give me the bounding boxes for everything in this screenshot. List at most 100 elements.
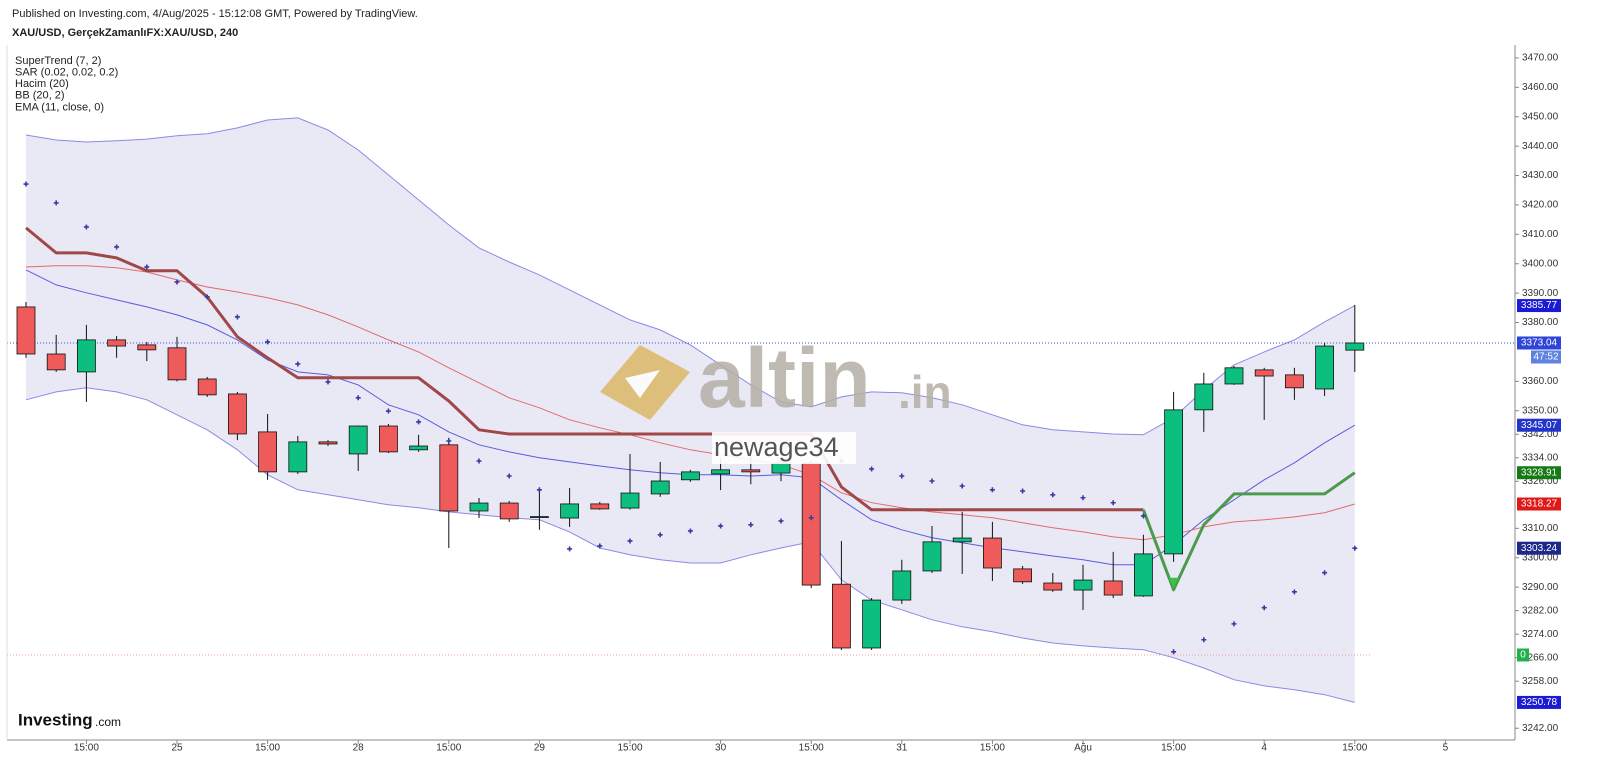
candle-body [499, 502, 519, 520]
y-tick-label: 3282.00 [1522, 605, 1559, 616]
candle-body [922, 541, 942, 572]
sar-dot [1261, 605, 1267, 611]
y-tick-label: 3300.00 [1522, 552, 1559, 563]
x-tick-label: 15:00 [980, 743, 1005, 754]
bb-lower [25, 387, 1355, 703]
price-label: 3328.91 [1521, 467, 1558, 478]
sar-dot [869, 466, 875, 472]
candle-body [439, 444, 459, 512]
sar-dot [929, 478, 935, 484]
x-tick-label: 15:00 [436, 743, 461, 754]
legend-entry: EMA (11, close, 0) [15, 101, 104, 113]
candle-body [801, 462, 821, 586]
sar-dot [627, 538, 633, 544]
candle-body [288, 441, 308, 473]
sar-dot [597, 543, 603, 549]
trend-flip-marker [1168, 577, 1179, 588]
sar-dot [536, 487, 542, 493]
legend-entry: SuperTrend (7, 2) [15, 55, 101, 67]
candle-body [409, 445, 429, 451]
y-tick-label: 3310.00 [1522, 523, 1559, 534]
sar-dot [83, 224, 89, 230]
y-tick-label: 3350.00 [1522, 405, 1559, 416]
sar-dot [204, 294, 210, 300]
x-tick-label: 15:00 [74, 743, 99, 754]
watermark: altin .in [600, 331, 952, 425]
sar-dot [506, 473, 512, 479]
candle-body [620, 492, 640, 509]
candle-body [862, 599, 881, 649]
candle-body [227, 393, 247, 435]
sar-dot [808, 515, 814, 521]
price-label: 3318.27 [1521, 499, 1558, 510]
countdown-bg [1531, 350, 1561, 364]
sar-dot [1231, 621, 1237, 627]
sar-dot [476, 458, 482, 464]
candle-body [1013, 568, 1032, 583]
watermark-suffix: .in [898, 366, 952, 418]
watermark-user: newage34 [714, 432, 839, 462]
sar-dot [657, 532, 663, 538]
candle-body [1315, 345, 1334, 390]
candle-body [197, 378, 217, 396]
x-tick-label: 15:00 [1342, 743, 1367, 754]
volume-label-bg [1517, 648, 1529, 662]
price-label: 3345.07 [1521, 420, 1558, 431]
y-tick-label: 3360.00 [1522, 376, 1559, 387]
sar-dot [1171, 649, 1177, 655]
x-tick-label: 31 [896, 743, 908, 754]
sar-dot [325, 379, 331, 385]
candle-body [1073, 579, 1093, 591]
y-tick-label: 3334.00 [1522, 452, 1559, 463]
price-label: 3250.78 [1521, 697, 1558, 708]
candle-body [46, 353, 66, 371]
x-tick-label: Ağu [1074, 743, 1092, 754]
supertrend-line [25, 226, 1144, 512]
sar-dot [416, 419, 422, 425]
sar-dot [1050, 492, 1056, 498]
legend-entry: Hacim (20) [15, 78, 69, 90]
indicator-legend: SuperTrend (7, 2)SAR (0.02, 0.02, 0.2)Ha… [15, 55, 118, 113]
sar-dot [446, 438, 452, 444]
x-tick-label: 5 [1443, 743, 1449, 754]
sar-dot [53, 200, 59, 206]
y-tick-label: 3460.00 [1522, 82, 1559, 93]
sar-dot [748, 522, 754, 528]
candle-body [258, 431, 278, 473]
y-tick-label: 3390.00 [1522, 288, 1559, 299]
sar-dot [899, 473, 905, 479]
candle-body [892, 570, 912, 601]
candle-body [741, 469, 761, 473]
sar-dot [989, 487, 995, 493]
candle-body [1134, 553, 1153, 597]
supertrend-line [1141, 471, 1356, 592]
candle-body [711, 469, 730, 475]
x-tick-label: 15:00 [1161, 743, 1186, 754]
price-label-bg [1517, 466, 1561, 480]
x-tick-label: 15:00 [255, 743, 280, 754]
plot-area [7, 117, 1515, 703]
price-label-bg [1517, 695, 1561, 709]
price-label-bg [1517, 541, 1561, 555]
candle-body [167, 347, 187, 381]
y-tick-label: 3380.00 [1522, 317, 1559, 328]
x-tick-label: 28 [353, 743, 365, 754]
sar-dot [1352, 545, 1358, 551]
sar-dot [1080, 495, 1086, 501]
sar-dot [114, 244, 120, 250]
x-tick-label: 29 [534, 743, 546, 754]
legend-entry: SAR (0.02, 0.02, 0.2) [15, 67, 118, 79]
y-tick-label: 3266.00 [1522, 652, 1559, 663]
x-tick-label: 25 [171, 743, 183, 754]
y-tick-label: 3274.00 [1522, 629, 1559, 640]
x-tick-label: 15:00 [617, 743, 642, 754]
candle-body [1254, 369, 1274, 377]
watermark-brand: altin [698, 331, 871, 425]
symbol-title: XAU/USD, GerçekZamanlıFX:XAU/USD, 240 [12, 27, 238, 39]
sar-dot [1110, 500, 1116, 506]
ema-line [25, 265, 1355, 541]
sar-dot [1201, 637, 1207, 643]
y-tick-label: 3470.00 [1522, 53, 1559, 64]
y-tick-label: 3400.00 [1522, 258, 1559, 269]
